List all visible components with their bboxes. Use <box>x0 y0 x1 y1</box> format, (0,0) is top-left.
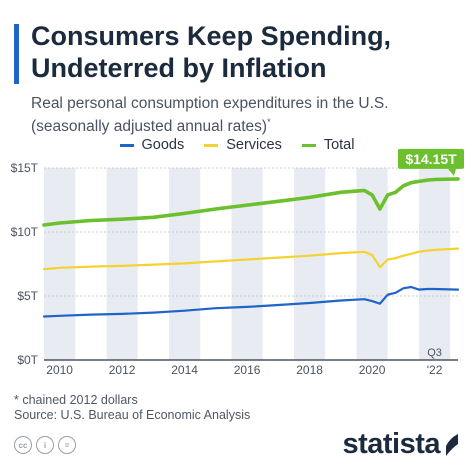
year-band-2016 <box>231 168 263 360</box>
year-band-2012 <box>106 168 138 360</box>
chart-title: Consumers Keep Spending, Undeterred by I… <box>31 21 392 83</box>
y-tick-label-5: $5T <box>17 289 38 303</box>
x-tick-label-2012: 2012 <box>109 363 136 377</box>
attribution-icon[interactable]: i <box>36 436 54 454</box>
x-tick-label-2016: 2016 <box>234 363 261 377</box>
legend-item-goods: Goods <box>119 137 185 153</box>
accent-bar <box>14 24 19 84</box>
x-tick-label-2020: 2020 <box>359 363 386 377</box>
legend-label-total: Total <box>323 137 355 153</box>
license-icons: cc i = <box>14 436 76 454</box>
series-line-services <box>42 247 460 271</box>
y-tick-label-15: $15T <box>11 161 39 175</box>
x-tick-label-2018: 2018 <box>296 363 323 377</box>
legend-swatch-total <box>301 143 316 147</box>
series-line-total <box>42 177 460 227</box>
legend-item-services: Services <box>204 137 282 153</box>
year-band-2022 <box>418 168 451 360</box>
brand-wordmark: statista <box>342 428 440 460</box>
x-tick-label-2014: 2014 <box>171 363 198 377</box>
no-derivatives-icon[interactable]: = <box>58 436 76 454</box>
callout-label: $14.15T <box>405 151 457 167</box>
legend-label-services: Services <box>226 137 282 153</box>
chart-subtitle: Real personal consumption expenditures i… <box>31 94 461 136</box>
year-band-2010 <box>44 168 76 360</box>
legend-swatch-goods <box>119 143 134 147</box>
legend-item-total: Total <box>301 137 355 153</box>
y-tick-label-0: $0T <box>17 353 38 367</box>
cc-icon[interactable]: cc <box>14 436 32 454</box>
brand-wave-icon <box>446 433 458 456</box>
x-tick-label-'22: '22 <box>427 363 443 377</box>
legend-label-goods: Goods <box>141 137 185 153</box>
source-note: Source: U.S. Bureau of Economic Analysis <box>14 408 251 422</box>
chart-legend: Goods Services Total <box>0 137 474 153</box>
statista-logo[interactable]: statista <box>342 428 460 461</box>
footnote: * chained 2012 dollars <box>14 393 138 407</box>
callout-pointer <box>448 168 456 176</box>
y-tick-label-10: $10T <box>11 225 39 239</box>
x-tick-label-2010: 2010 <box>46 363 73 377</box>
legend-swatch-services <box>204 143 219 147</box>
subtitle-text: Real personal consumption expenditures i… <box>31 95 389 136</box>
callout-badge <box>398 148 464 169</box>
series-line-goods <box>42 285 460 318</box>
last-point-note: Q3 <box>427 347 442 359</box>
subtitle-footnote-mark: * <box>267 117 271 127</box>
